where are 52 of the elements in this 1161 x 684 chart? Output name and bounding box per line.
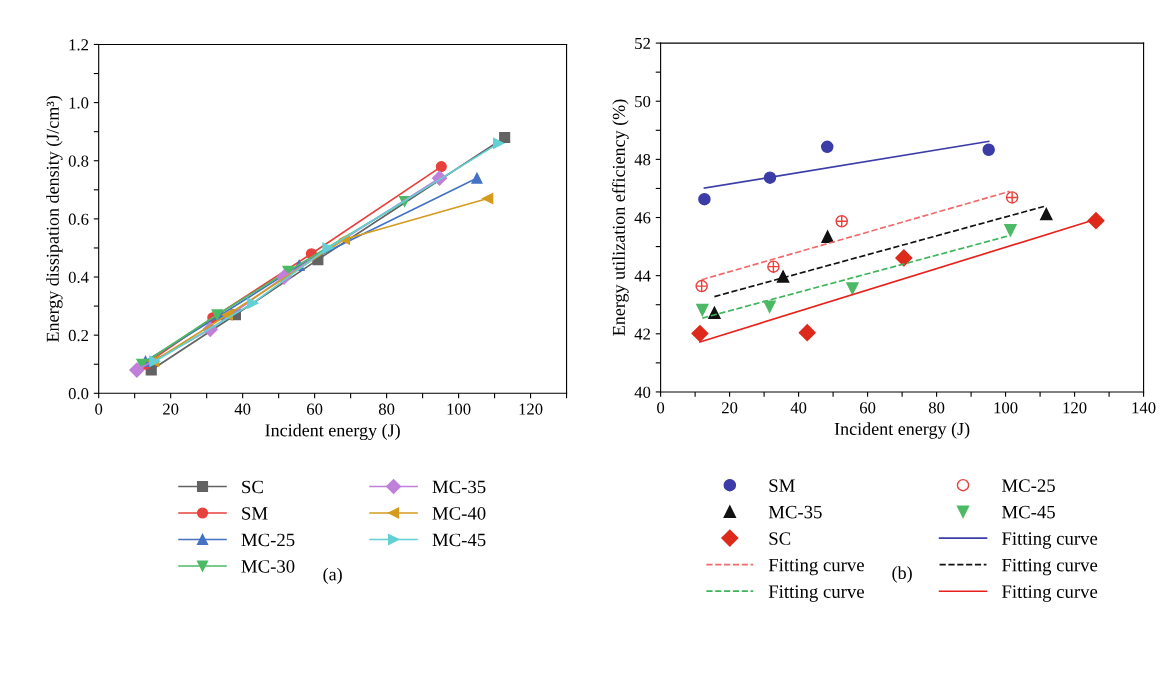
legend-label: MC-25 <box>1002 479 1055 492</box>
y-tick-label: 0.0 <box>68 388 89 400</box>
x-tick-label: 40 <box>234 403 251 415</box>
legend-label: MC-25 <box>241 533 295 547</box>
x-tick-label: 0 <box>95 403 103 415</box>
x-tick-label: 140 <box>1132 402 1156 414</box>
y-tick-label: 0.4 <box>68 271 89 284</box>
y-tick-label: 44 <box>634 270 651 282</box>
x-tick-label: 100 <box>447 403 471 415</box>
legend-label: MC-45 <box>1002 505 1055 519</box>
legend-label: SM <box>769 479 795 492</box>
x-tick-label: 100 <box>994 402 1018 414</box>
legend-label: Fitting curve <box>1002 558 1098 576</box>
y-tick-label: 1.0 <box>69 97 89 109</box>
x-axis-title: Incident energy (J) <box>265 423 400 441</box>
y-axis-title: Energy dissipation density (J/cm³) <box>46 96 63 343</box>
x-tick-label: 80 <box>928 402 945 414</box>
x-tick-label: 40 <box>790 402 807 414</box>
legend-label: MC-35 <box>768 505 822 519</box>
x-tick-label: 120 <box>519 403 543 415</box>
y-tick-label: 1.2 <box>69 39 89 51</box>
x-tick-label: 20 <box>722 402 738 414</box>
x-tick-label: 60 <box>307 403 323 415</box>
x-tick-label: 20 <box>163 403 179 415</box>
x-tick-label: 0 <box>657 402 665 414</box>
legend-label: SM <box>242 507 268 520</box>
legend-label: Fitting curve <box>1002 532 1098 549</box>
text: (a) <box>323 567 342 585</box>
y-tick-label: 50 <box>635 95 651 108</box>
legend-label: MC-40 <box>432 507 486 520</box>
y-tick-label: 0.2 <box>68 329 89 342</box>
y-tick-label: 48 <box>634 154 651 166</box>
y-tick-label: 52 <box>635 37 650 50</box>
legend-label: Fitting curve <box>768 558 864 576</box>
x-tick-label: 80 <box>378 403 395 415</box>
y-axis-title: Energy utilization efficiency (%) <box>612 99 629 336</box>
x-tick-label: 60 <box>859 402 876 414</box>
y-tick-label: 0.8 <box>68 155 89 167</box>
legend-label: MC-30 <box>241 560 295 573</box>
legend-label: Fitting curve <box>768 585 864 602</box>
y-tick-label: 46 <box>634 212 651 224</box>
legend-label: Fitting curve <box>1002 585 1098 602</box>
legend-label: SC <box>242 480 263 494</box>
legend-label: MC-45 <box>432 533 486 547</box>
text: (b) <box>892 566 912 583</box>
y-tick-label: 0.6 <box>68 213 89 225</box>
x-axis-title: Incident energy (J) <box>834 422 970 439</box>
y-tick-label: 42 <box>634 328 650 340</box>
legend-label: SC <box>769 532 791 545</box>
y-tick-label: 40 <box>634 386 651 398</box>
legend-label: MC-35 <box>432 480 486 494</box>
x-tick-label: 120 <box>1063 402 1087 414</box>
